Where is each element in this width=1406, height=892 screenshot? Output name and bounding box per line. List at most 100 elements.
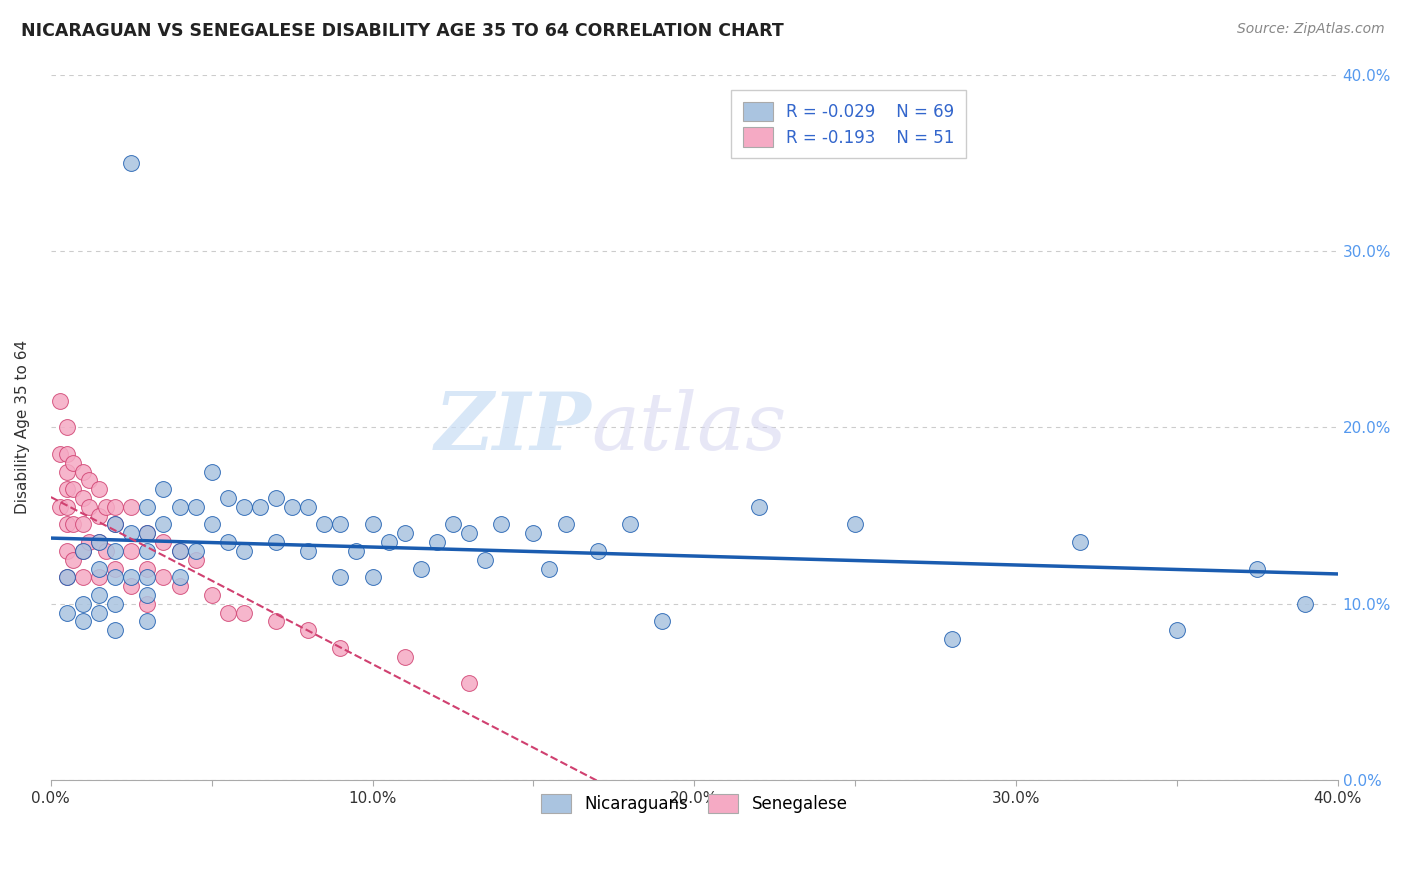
Point xyxy=(249,500,271,514)
Point xyxy=(62,482,84,496)
Point xyxy=(474,553,496,567)
Legend: Nicaraguans, Senegalese: Nicaraguans, Senegalese xyxy=(530,782,859,825)
Point xyxy=(87,535,110,549)
Point xyxy=(264,615,287,629)
Point xyxy=(217,535,239,549)
Point xyxy=(87,482,110,496)
Point xyxy=(1294,597,1316,611)
Point xyxy=(346,544,368,558)
Point xyxy=(232,606,254,620)
Point xyxy=(56,482,79,496)
Point xyxy=(394,526,416,541)
Point xyxy=(56,500,79,514)
Text: Source: ZipAtlas.com: Source: ZipAtlas.com xyxy=(1237,22,1385,37)
Point xyxy=(297,500,319,514)
Point xyxy=(56,606,79,620)
Point xyxy=(409,561,432,575)
Point xyxy=(120,526,142,541)
Point xyxy=(49,447,72,461)
Point xyxy=(79,500,101,514)
Point xyxy=(62,553,84,567)
Point xyxy=(586,544,609,558)
Point xyxy=(394,649,416,664)
Point xyxy=(169,544,191,558)
Point xyxy=(264,491,287,505)
Point xyxy=(72,465,94,479)
Point xyxy=(169,500,191,514)
Point xyxy=(120,579,142,593)
Point xyxy=(458,676,481,690)
Point xyxy=(184,500,207,514)
Point xyxy=(201,588,224,602)
Point xyxy=(651,615,673,629)
Point xyxy=(104,624,127,638)
Point xyxy=(152,570,174,584)
Point xyxy=(314,517,336,532)
Point xyxy=(136,526,159,541)
Point xyxy=(72,544,94,558)
Point xyxy=(169,544,191,558)
Point xyxy=(184,553,207,567)
Y-axis label: Disability Age 35 to 64: Disability Age 35 to 64 xyxy=(15,341,30,515)
Point xyxy=(844,517,866,532)
Point xyxy=(87,561,110,575)
Point xyxy=(297,624,319,638)
Point xyxy=(104,517,127,532)
Point xyxy=(169,570,191,584)
Point xyxy=(104,500,127,514)
Point xyxy=(72,517,94,532)
Point xyxy=(152,535,174,549)
Point xyxy=(538,561,561,575)
Point xyxy=(72,491,94,505)
Point xyxy=(1166,624,1188,638)
Point xyxy=(104,597,127,611)
Point xyxy=(1069,535,1091,549)
Point xyxy=(49,500,72,514)
Point xyxy=(184,544,207,558)
Point xyxy=(522,526,544,541)
Point xyxy=(120,500,142,514)
Point xyxy=(120,570,142,584)
Point xyxy=(441,517,464,532)
Text: NICARAGUAN VS SENEGALESE DISABILITY AGE 35 TO 64 CORRELATION CHART: NICARAGUAN VS SENEGALESE DISABILITY AGE … xyxy=(21,22,783,40)
Point xyxy=(264,535,287,549)
Point xyxy=(72,615,94,629)
Point xyxy=(136,526,159,541)
Point xyxy=(72,544,94,558)
Point xyxy=(62,517,84,532)
Point xyxy=(217,491,239,505)
Point xyxy=(281,500,304,514)
Point xyxy=(94,544,117,558)
Point xyxy=(56,447,79,461)
Point xyxy=(104,561,127,575)
Point xyxy=(297,544,319,558)
Point xyxy=(426,535,449,549)
Point xyxy=(104,517,127,532)
Point xyxy=(136,500,159,514)
Point xyxy=(72,597,94,611)
Point xyxy=(458,526,481,541)
Point xyxy=(87,508,110,523)
Text: ZIP: ZIP xyxy=(434,389,592,467)
Point xyxy=(87,535,110,549)
Point xyxy=(87,588,110,602)
Point xyxy=(1246,561,1268,575)
Point xyxy=(136,597,159,611)
Point xyxy=(232,544,254,558)
Point xyxy=(56,517,79,532)
Point xyxy=(136,588,159,602)
Point xyxy=(79,535,101,549)
Point xyxy=(136,544,159,558)
Point xyxy=(748,500,770,514)
Point xyxy=(104,544,127,558)
Point xyxy=(136,570,159,584)
Point xyxy=(56,465,79,479)
Point xyxy=(619,517,641,532)
Point xyxy=(377,535,399,549)
Point xyxy=(56,570,79,584)
Point xyxy=(56,544,79,558)
Point xyxy=(201,517,224,532)
Point xyxy=(72,570,94,584)
Point xyxy=(152,482,174,496)
Point xyxy=(329,517,352,532)
